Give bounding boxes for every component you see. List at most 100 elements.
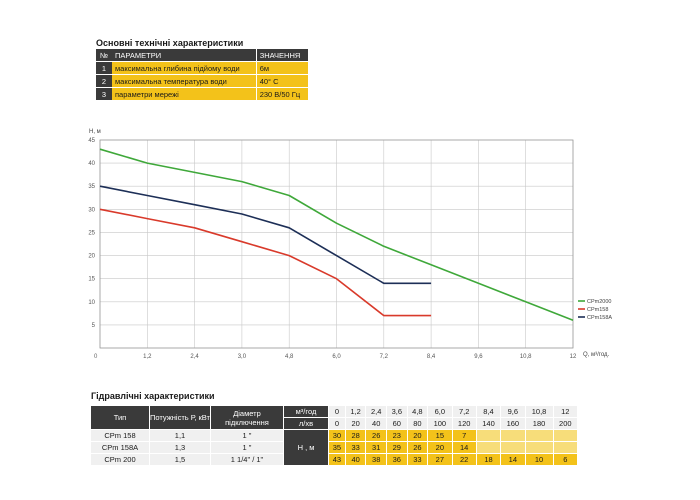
spec-title: Основні технічні характеристики [96,38,244,48]
hyd-col-power: Потужність Р, кВт [149,405,211,430]
legend-label: CPm158A [587,315,612,321]
hyd-col-type: Тип [90,405,150,430]
hyd-head-cell [552,429,579,442]
hyd-model-diameter: 1 " [210,429,284,442]
spec-header-num: № [96,49,112,62]
spec-header-value: ЗНАЧЕННЯ [255,49,308,62]
hydraulic-table: Тип Потужність Р, кВт Діаметр підключенн… [90,405,579,466]
hyd-head-cell: 40 [344,453,367,466]
hyd-head-cell: 15 [427,429,453,442]
legend-label: CPm158 [587,307,608,313]
spec-header-param: ПАРАМЕТРИ [112,49,257,62]
series-line-cpm158 [99,208,432,317]
x-tick-label: 2,4 [190,354,199,360]
x-tick-label: 8,4 [427,354,436,360]
hyd-flow-h-cell: 9,6 [500,405,526,418]
hyd-head-cell: 22 [451,453,477,466]
spec-row-value: 230 В/50 Гц [255,87,308,101]
x-tick-label: 1,2 [143,354,152,360]
hyd-flow-min-row: л/хв 0 20 40 60 80 100 120 140 160 180 2… [91,417,579,430]
spec-row-param: параметри мережі [112,87,257,101]
hyd-flow-h-cell: 0 [328,405,346,418]
spec-row-param: максимальна температура води [112,74,257,88]
hyd-head-cell: 30 [328,429,346,442]
hyd-flow-min-cell: 100 [427,417,453,430]
hyd-flow-h-cell: 3,6 [386,405,408,418]
y-tick-label: 10 [88,300,95,306]
spec-row: 1 максимальна глибина підйому води 6м [96,61,308,75]
hyd-flow-min-cell: 80 [406,417,429,430]
hyd-col-diameter: Діаметр підключення [210,405,284,430]
y-tick-label: 40 [88,161,95,167]
hyd-model-power: 1,5 [149,453,211,466]
hyd-model-diameter: 1 " [210,441,284,454]
hyd-model-power: 1,3 [149,441,211,454]
hyd-head-cell: 33 [406,453,429,466]
y-tick-labels: 5 10 15 20 25 30 35 40 45 [88,138,95,329]
x-tick-label: 10,8 [520,354,532,360]
hyd-flow-min-cell: 160 [500,417,526,430]
spec-header-row: № ПАРАМЕТРИ ЗНАЧЕННЯ [96,49,308,62]
spec-row-num: 3 [96,87,112,101]
hyd-head-cell: 29 [386,441,408,454]
hyd-flow-h-cell: 6,0 [427,405,453,418]
x-tick-label: 6,0 [332,354,341,360]
x-tick-label: 9,6 [474,354,483,360]
series-line-cpm2000 [99,148,574,322]
hyd-model-type: CPm 158 [90,429,150,442]
spec-row: 3 параметри мережі 230 В/50 Гц [96,87,308,101]
plot-frame [99,139,574,349]
hyd-unit-flow-min: л/хв [283,417,329,430]
pump-curve-chart: 5 10 15 20 25 30 35 40 45 1,2 2,4 3,0 4,8 6,0 7,2 8,4 9… [88,129,612,360]
x-tick-label: 12 [570,354,577,360]
hyd-head-cell [500,441,526,454]
hyd-head-cell: 14 [500,453,526,466]
hyd-flow-h-cell: 10,8 [524,405,554,418]
hyd-head-cell [475,441,502,454]
hyd-head-cell: 10 [524,453,554,466]
chart-series [99,148,574,322]
hyd-model-type: CPm 158A [90,441,150,454]
hyd-flow-min-cell: 40 [365,417,387,430]
y-tick-label: 15 [88,277,95,283]
hyd-head-cell: 43 [328,453,346,466]
hyd-flow-h-cell: 2,4 [365,405,387,418]
hyd-flow-min-cell: 120 [451,417,477,430]
hyd-head-cell [552,441,579,454]
hyd-flow-min-cell: 0 [328,417,346,430]
y-tick-label: 5 [92,323,96,329]
hyd-flow-min-cell: 60 [386,417,408,430]
hyd-flow-min-cell: 200 [552,417,579,430]
hyd-unit-flow-h: м³/год [283,405,329,418]
hyd-head-cell [524,429,554,442]
y-tick-label: 35 [88,184,95,190]
hyd-flow-min-cell: 140 [475,417,502,430]
spec-table: № ПАРАМЕТРИ ЗНАЧЕННЯ 1 максимальна глиби… [96,49,308,101]
y-tick-label: 25 [88,230,95,236]
spec-row: 2 максимальна температура води 40° С [96,74,308,88]
hyd-head-cell: 33 [344,441,367,454]
chart-grid [99,139,574,349]
hyd-head-cell: 31 [365,441,387,454]
hyd-unit-head: Н , м [283,429,329,466]
hyd-head-cell: 23 [386,429,408,442]
x-tick-label: 7,2 [380,354,389,360]
hyd-head-cell: 38 [365,453,387,466]
hyd-flow-h-cell: 4,8 [406,405,429,418]
x-tick-label: 4,8 [285,354,294,360]
hyd-head-cell: 7 [451,429,477,442]
hyd-flow-h-cell: 7,2 [451,405,477,418]
hyd-head-cell: 28 [344,429,367,442]
hyd-model-type: CPm 200 [90,453,150,466]
hyd-model-row: CPm 200 1,5 1 1/4" / 1" 43 40 38 36 33 2… [90,453,579,466]
hyd-head-cell: 26 [365,429,387,442]
x-tick-labels: 1,2 2,4 3,0 4,8 6,0 7,2 8,4 9,6 10,8 12 [143,354,577,360]
spec-row-value: 6м [255,61,308,75]
spec-row-num: 2 [96,74,112,88]
y-tick-label: 45 [88,138,95,144]
hyd-head-cell [524,441,554,454]
y-tick-label: 30 [88,207,95,213]
series-line-cpm158a [99,185,432,285]
hyd-model-row: CPm 158 1,1 1 " Н , м 30 28 26 23 20 15 … [90,429,579,466]
x-axis-label: Q, м³/год. [583,352,610,358]
